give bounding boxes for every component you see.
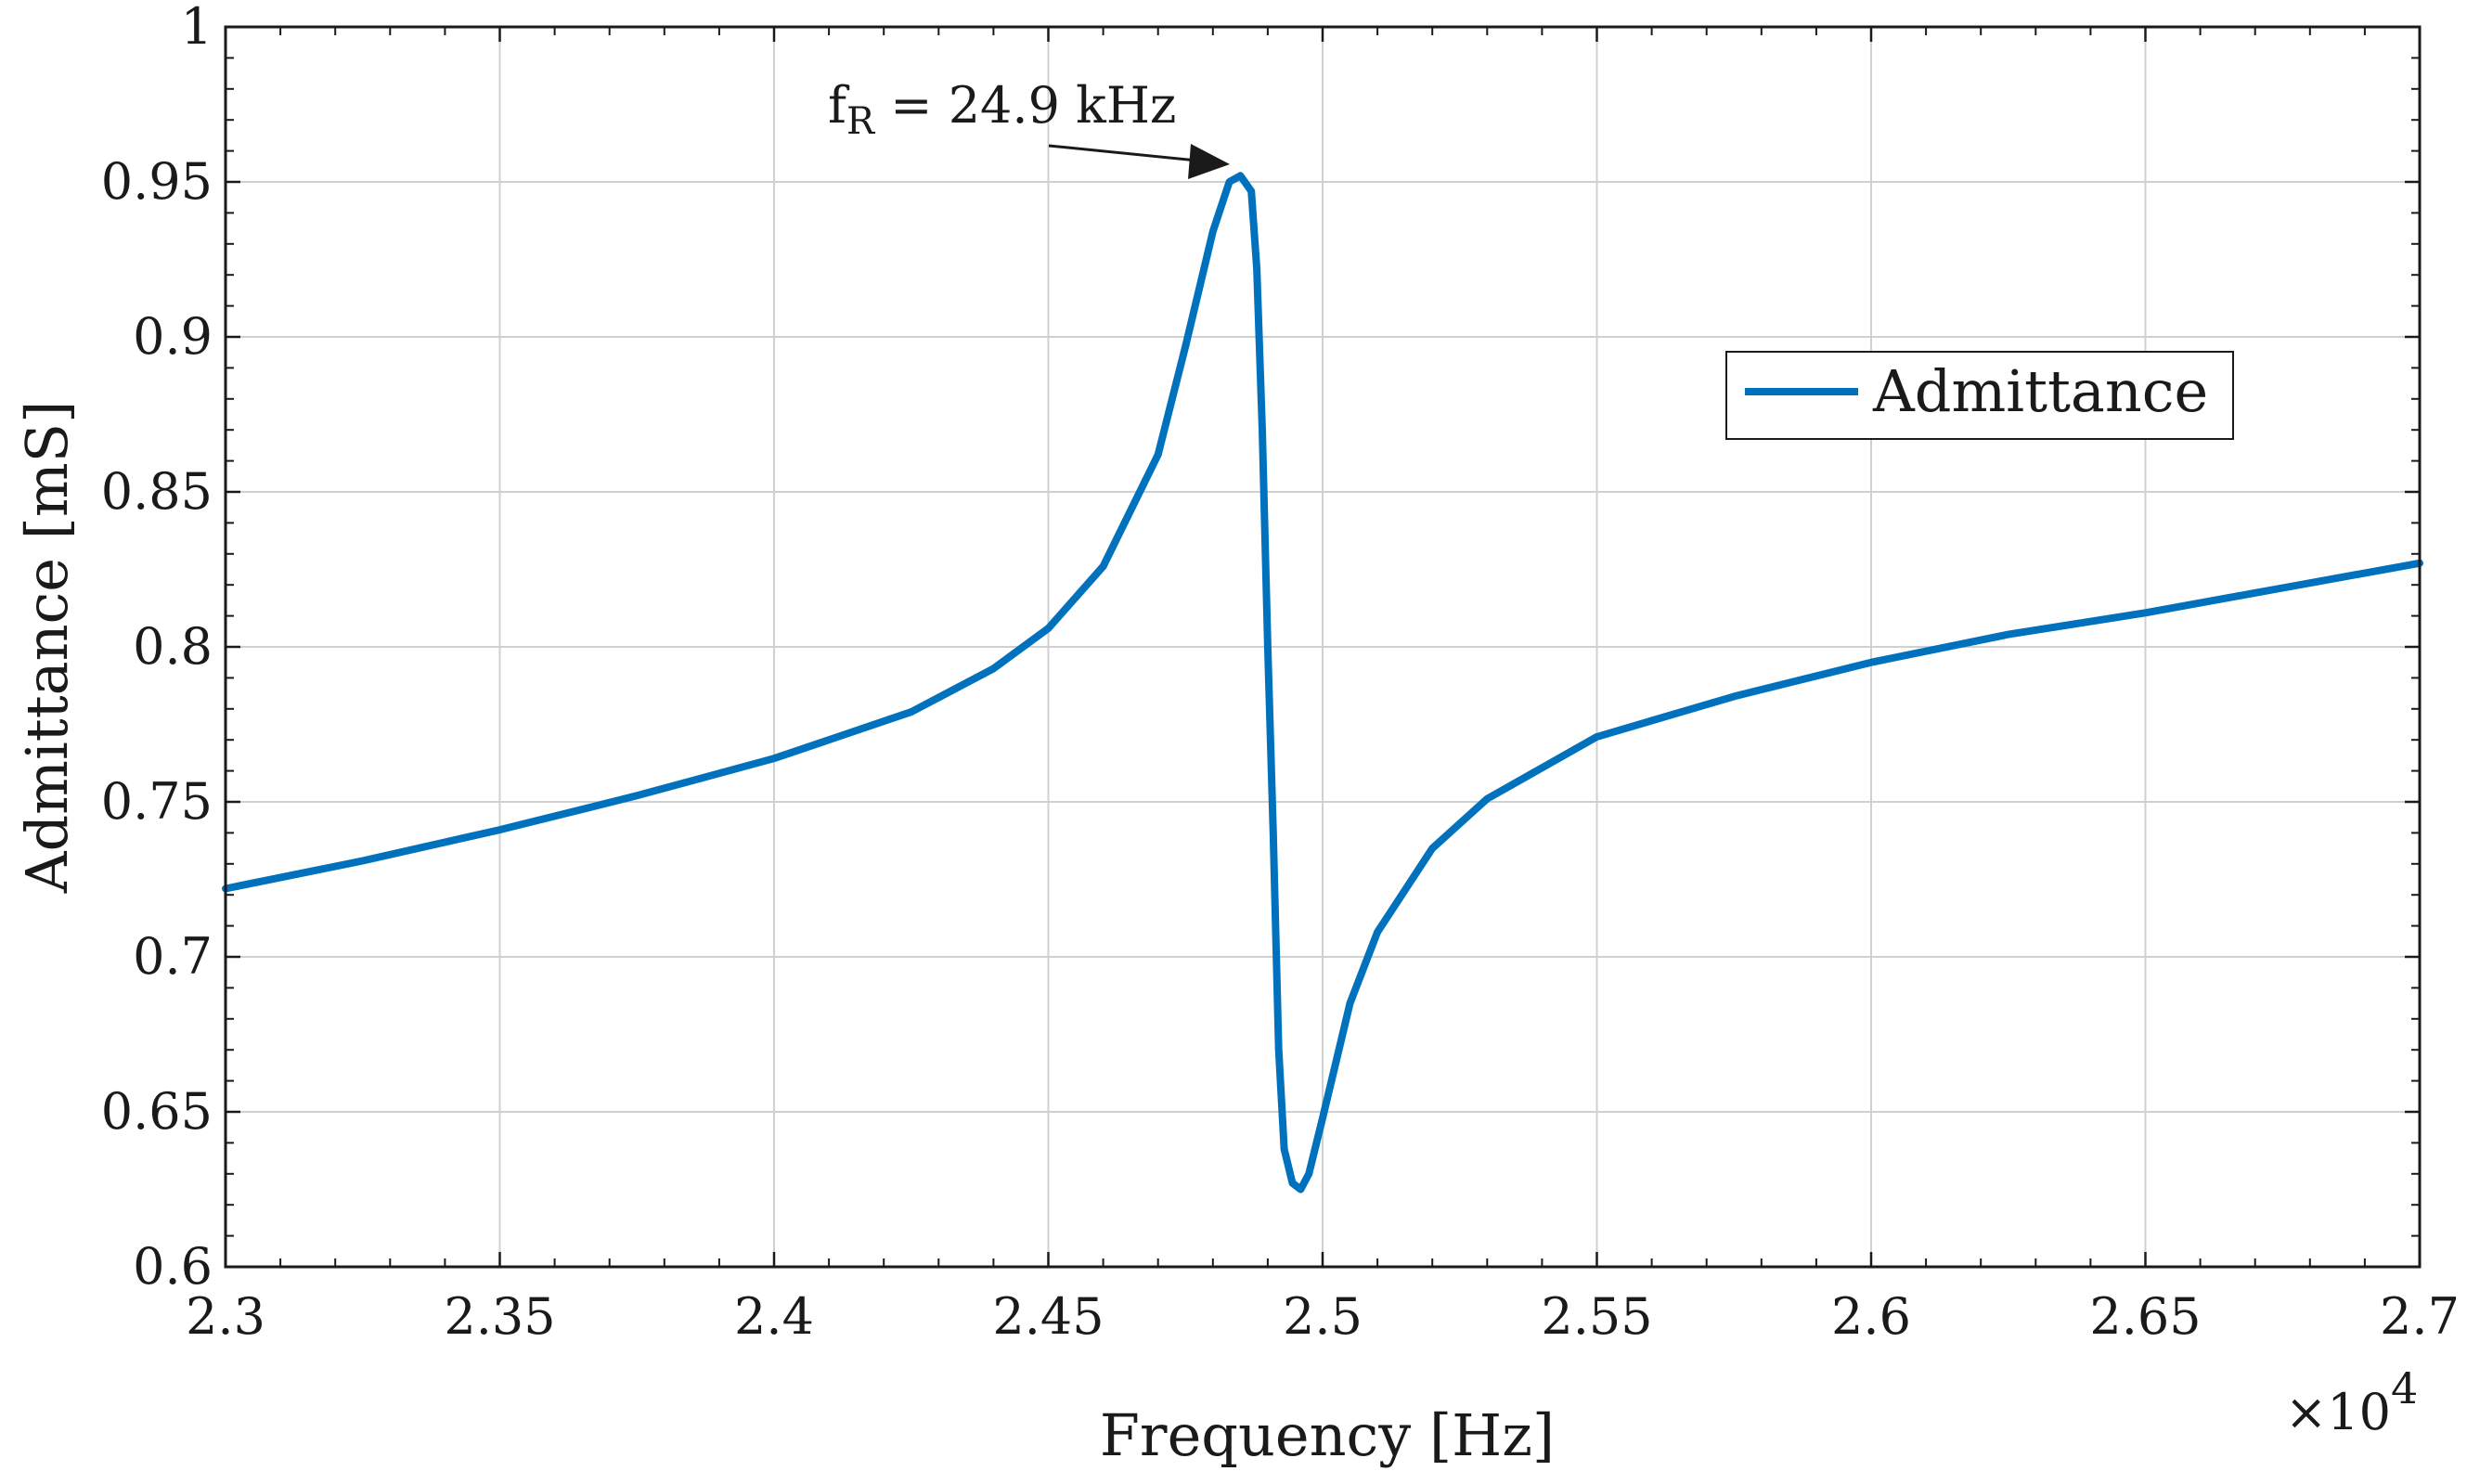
y-tick-label: 0.8 xyxy=(133,617,213,676)
y-tick-label: 0.9 xyxy=(133,307,213,366)
y-tick-label: 0.95 xyxy=(101,152,213,211)
x-tick-labels: 2.3 2.35 2.4 2.45 2.5 2.55 2.6 2.65 2.7 xyxy=(186,1287,2460,1346)
x-multiplier: ×104 xyxy=(2285,1363,2418,1441)
x-tick-label: 2.5 xyxy=(1283,1287,1363,1346)
series-layer xyxy=(222,172,2423,1194)
y-axis-title: Admittance [mS] xyxy=(13,401,81,895)
x-tick-label: 2.3 xyxy=(186,1287,265,1346)
x-axis-title: Frequency [Hz] xyxy=(1100,1401,1555,1469)
x-tick-label: 2.35 xyxy=(444,1287,555,1346)
y-tick-label: 0.85 xyxy=(101,462,213,521)
annotation-text: fR = 24.9 kHz xyxy=(828,76,1176,143)
y-tick-label: 0.7 xyxy=(133,927,213,986)
x-tick-label: 2.45 xyxy=(992,1287,1104,1346)
legend-label: Admittance xyxy=(1872,357,2208,425)
y-tick-label: 0.75 xyxy=(101,772,213,831)
y-tick-label: 0.65 xyxy=(101,1082,213,1141)
x-tick-label: 2.6 xyxy=(1831,1287,1911,1346)
x-tick-label: 2.7 xyxy=(2380,1287,2460,1346)
annotation-arrow-shaft xyxy=(1048,144,1198,162)
y-tick-label: 0.6 xyxy=(133,1237,213,1296)
x-multiplier-exponent: 4 xyxy=(2391,1363,2418,1413)
peak-annotation: fR = 24.9 kHz xyxy=(828,76,1230,179)
annotation-arrowhead xyxy=(1188,144,1230,179)
y-tick-labels: 0.6 0.65 0.7 0.75 0.8 0.85 0.9 0.95 1 xyxy=(101,0,213,1296)
x-tick-label: 2.4 xyxy=(734,1287,814,1346)
series-line-admittance xyxy=(222,172,2423,1194)
plot-frame xyxy=(224,25,2422,1269)
annotation-subscript: R xyxy=(846,100,876,143)
x-multiplier-base: ×10 xyxy=(2285,1383,2391,1441)
annotation-value: = 24.9 kHz xyxy=(874,76,1176,135)
y-tick-label: 1 xyxy=(181,0,213,56)
grid xyxy=(226,27,2420,1267)
x-tick-label: 2.55 xyxy=(1541,1287,1652,1346)
legend: Admittance xyxy=(1725,351,2234,440)
x-tick-label: 2.65 xyxy=(2089,1287,2201,1346)
